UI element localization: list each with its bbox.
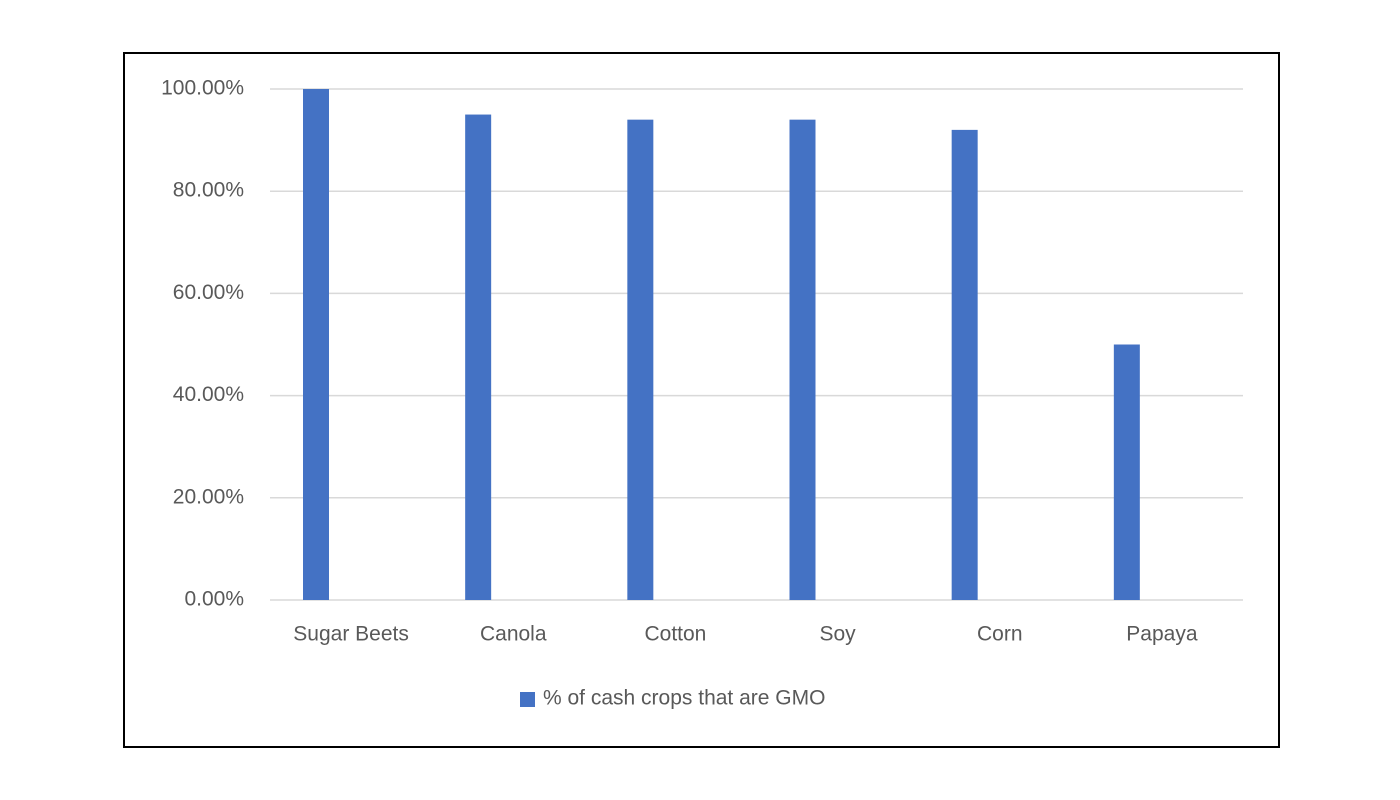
y-tick-label: 80.00% [173, 179, 244, 202]
x-tick-label: Papaya [1126, 623, 1198, 646]
x-tick-label: Sugar Beets [293, 623, 409, 646]
x-tick-label: Corn [977, 623, 1023, 646]
x-tick-label: Cotton [644, 623, 706, 646]
y-tick-label: 40.00% [173, 383, 244, 406]
bar [789, 119, 816, 600]
y-tick-label: 0.00% [184, 588, 244, 611]
legend-label: % of cash crops that are GMO [543, 687, 825, 710]
bar [465, 114, 492, 601]
y-tick-label: 60.00% [173, 281, 244, 304]
x-tick-label: Soy [819, 623, 856, 646]
bar [303, 89, 329, 600]
y-tick-label: 100.00% [161, 77, 244, 100]
x-tick-label: Canola [480, 623, 547, 646]
bar [1113, 344, 1140, 600]
y-tick-label: 20.00% [173, 485, 244, 508]
bar [627, 119, 654, 600]
bar [951, 129, 978, 600]
legend-swatch [520, 692, 535, 707]
